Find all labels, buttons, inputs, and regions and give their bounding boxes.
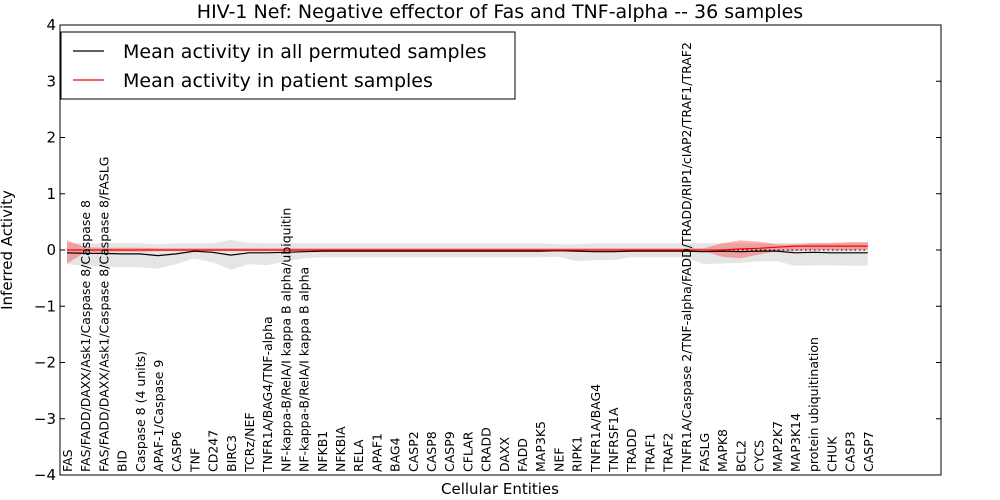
x-axis-label: Cellular Entities: [441, 480, 559, 498]
category-label-map2k7: MAP2K7: [770, 421, 785, 472]
y-tick-label: 1: [46, 185, 56, 203]
legend-label-patient: Mean activity in patient samples: [123, 70, 433, 92]
category-label-mapk8: MAPK8: [715, 429, 730, 472]
legend-box: [60, 31, 516, 100]
category-label-cycs: CYCS: [752, 440, 767, 472]
category-label-tcrz-nef: TCRz/NEF: [242, 412, 257, 473]
y-tick-label: −4: [34, 466, 56, 484]
category-label-nf-kappa-b-rela-i-kappa-b-alpha: NF-kappa-B/RelA/I kappa B alpha: [297, 267, 312, 472]
category-label-casp2: CASP2: [406, 431, 421, 472]
category-labels: FAS FAS/FADD/DAXX/Ask1/Caspase 8/Caspase …: [60, 42, 876, 473]
category-label-nfkbia: NFKBIA: [333, 426, 348, 472]
y-axis-ticks: −4 −3 −2 −1 0 1 2 3 4: [34, 16, 941, 484]
category-label-casp6: CASP6: [169, 431, 184, 472]
category-label-ripk1: RIPK1: [570, 436, 585, 472]
category-label-bag4: BAG4: [388, 437, 403, 472]
y-tick-label: −1: [34, 297, 56, 315]
category-label-fas: FAS: [60, 449, 75, 472]
category-label-birc3: BIRC3: [224, 435, 239, 472]
category-label-tnfr1a-bag4: TNFR1A/BAG4: [588, 384, 603, 473]
legend-label-permuted: Mean activity in all permuted samples: [123, 41, 486, 63]
series-lines: [66, 245, 868, 257]
y-tick-label: 3: [46, 72, 56, 90]
y-tick-label: 4: [46, 16, 56, 34]
category-label-fas-fadd-daxx-ask1-caspase-8-caspase-8-faslg: FAS/FADD/DAXX/Ask1/Caspase 8/Caspase 8/F…: [96, 157, 111, 472]
category-label-map3k5: MAP3K5: [533, 421, 548, 472]
category-label-nfkb1: NFKB1: [315, 431, 330, 472]
category-label-casp3: CASP3: [843, 431, 858, 472]
category-label-tnfrsf1a: TNFRSF1A: [606, 407, 621, 473]
category-label-cradd: CRADD: [479, 427, 494, 472]
category-label-fas-fadd-daxx-ask1-caspase-8-caspase-8: FAS/FADD/DAXX/Ask1/Caspase 8/Caspase 8: [78, 200, 93, 472]
chart-title: HIV-1 Nef: Negative effector of Fas and …: [197, 1, 803, 23]
category-label-casp8: CASP8: [424, 431, 439, 472]
category-label-daxx: DAXX: [497, 436, 512, 472]
y-axis-label: Inferred Activity: [0, 190, 16, 310]
category-label-casp7: CASP7: [861, 431, 876, 472]
category-label-casp9: CASP9: [442, 431, 457, 472]
category-label-map3k14: MAP3K14: [788, 413, 803, 472]
category-label-nf-kappa-b-rela-i-kappa-b-alpha-ubiquitin: NF-kappa-B/RelA/I kappa B alpha/ubiquiti…: [278, 208, 293, 472]
category-label-caspase-8-4-units: Caspase 8 (4 units): [133, 351, 148, 472]
category-label-tnfr1a-caspase-2-tnf-alpha-fadd-tradd-rip1-ciap2-traf1-traf2: TNFR1A/Caspase 2/TNF-alpha/FADD/TRADD/RI…: [679, 42, 694, 473]
category-label-protein-ubiquitination: protein ubiquitination: [806, 337, 821, 472]
category-label-bcl2: BCL2: [733, 440, 748, 472]
legend: Mean activity in all permuted samples Me…: [60, 31, 516, 100]
y-tick-label: −3: [34, 410, 56, 428]
plot-frame: [59, 24, 942, 476]
category-label-apaf-1-caspase-9: APAF-1/Caspase 9: [151, 360, 166, 472]
y-tick-label: 0: [46, 241, 56, 259]
category-label-tradd: TRADD: [624, 428, 639, 473]
series-line-patient: [67, 245, 868, 251]
y-tick-label: 2: [46, 129, 56, 147]
category-label-traf1: TRAF1: [642, 432, 657, 473]
y-tick-label: −2: [34, 354, 56, 372]
category-label-chuk: CHUK: [824, 436, 839, 472]
category-label-apaf1: APAF1: [369, 433, 384, 472]
category-label-faslg: FASLG: [697, 433, 712, 472]
category-label-tnf: TNF: [187, 448, 202, 473]
series-line-permuted: [66, 249, 868, 257]
category-label-tnfr1a-bag4-tnf-alpha: TNFR1A/BAG4/TNF-alpha: [260, 316, 275, 473]
category-label-fadd: FADD: [515, 438, 530, 472]
category-label-traf2: TRAF2: [661, 432, 676, 473]
category-label-bid: BID: [115, 450, 130, 472]
category-label-nef: NEF: [551, 448, 566, 472]
band-permuted: [67, 239, 868, 270]
category-label-cd247: CD247: [206, 430, 221, 472]
category-label-rela: RELA: [351, 439, 366, 472]
category-label-cflar: CFLAR: [460, 431, 475, 472]
